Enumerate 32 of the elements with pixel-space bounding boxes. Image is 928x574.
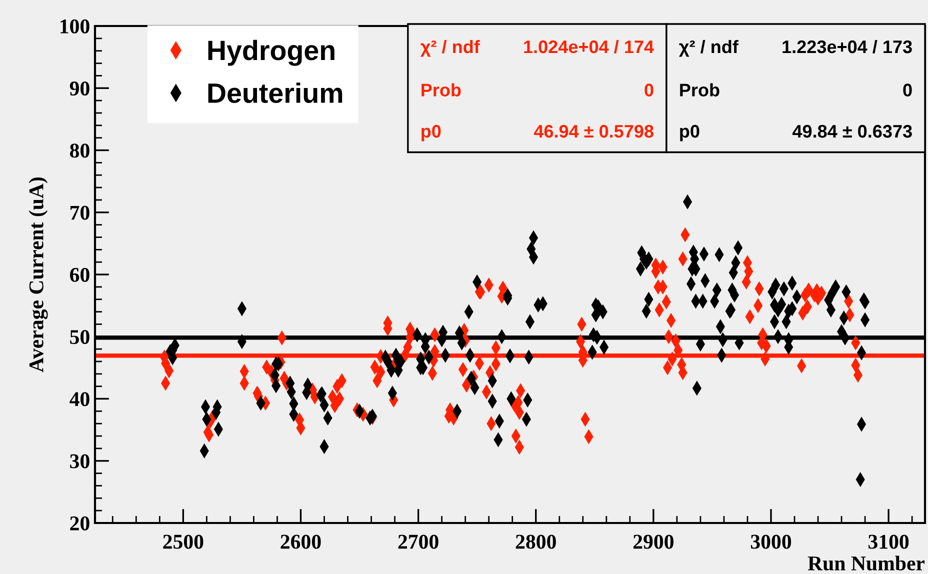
annotation: 0 — [903, 84, 912, 96]
y-tick-label: 80 — [70, 144, 90, 158]
legend-label: Deuterium — [208, 82, 342, 103]
annotation: Prob — [422, 83, 461, 96]
annotation: p0 — [422, 124, 441, 142]
y-tick-label: 90 — [70, 82, 90, 96]
y-tick-label: 50 — [70, 330, 90, 344]
legend-label: Hydrogen — [208, 40, 334, 66]
x-tick-label: 2900 — [633, 534, 674, 549]
y-tick-label: 20 — [70, 516, 90, 530]
x-tick-label: 3100 — [868, 534, 909, 549]
x-tick-label: 2500 — [163, 534, 204, 549]
x-tick-label: 2700 — [398, 534, 438, 549]
x-tick-label: 2800 — [516, 534, 556, 549]
y-tick-label: 100 — [60, 19, 90, 34]
annotation: 49.84 ± 0.6373 — [792, 124, 912, 138]
annotation: 46.94 ± 0.5798 — [534, 124, 654, 138]
y-tick-label: 40 — [70, 392, 90, 406]
annotation: 1.024e+04 / 174 — [524, 40, 654, 54]
y-tick-label: 30 — [70, 454, 90, 468]
x-tick-label: 3000 — [750, 534, 792, 549]
annotation: 1.223e+04 / 173 — [782, 40, 912, 54]
annotation: 0 — [644, 84, 654, 96]
y-tick-label: 60 — [70, 268, 90, 282]
y-tick-label: 70 — [70, 206, 90, 220]
annotation: p0 — [680, 124, 700, 142]
annotation: χ² / ndf — [679, 40, 738, 57]
y-axis-title: Average Current (uA) — [28, 177, 48, 372]
x-tick-label: 2600 — [280, 534, 321, 549]
annotation: Prob — [680, 83, 720, 96]
annotation: χ² / ndf — [420, 40, 480, 57]
x-axis-title: Run Number — [808, 556, 925, 570]
